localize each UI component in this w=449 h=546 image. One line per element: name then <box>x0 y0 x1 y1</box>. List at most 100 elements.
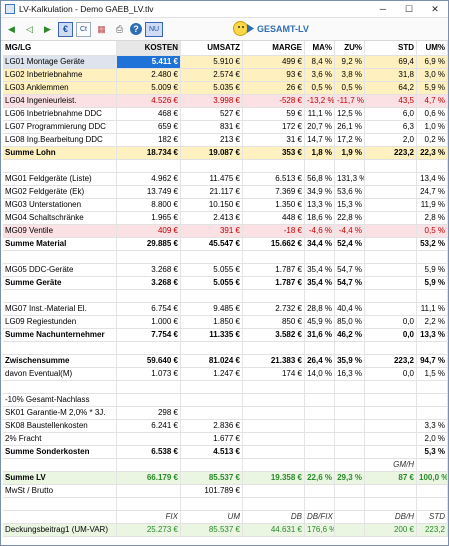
table-cell[interactable]: -18 € <box>243 225 305 237</box>
table-row[interactable] <box>3 160 448 173</box>
table-cell[interactable]: 2.480 € <box>117 69 181 81</box>
table-row[interactable]: FIX UM DB DB/FIX DB/H STD <box>3 511 448 524</box>
row-label[interactable]: LG04 Ingenieurleist. <box>3 95 117 107</box>
table-cell[interactable]: 0,2 % <box>417 134 448 146</box>
table-cell[interactable]: 25.273 € <box>117 524 181 536</box>
table-cell[interactable] <box>365 277 417 289</box>
table-cell[interactable]: 13,3 % <box>417 329 448 341</box>
table-cell[interactable] <box>417 459 448 471</box>
table-cell[interactable]: 29.885 € <box>117 238 181 250</box>
table-row[interactable]: LG08 Ing.Bearbeitung DDC 182 €213 €31 €14… <box>3 134 448 147</box>
table-cell[interactable]: 18.734 € <box>117 147 181 159</box>
table-cell[interactable] <box>335 290 365 302</box>
table-cell[interactable]: 45.547 € <box>181 238 243 250</box>
row-label[interactable]: Summe LV <box>3 472 117 484</box>
table-cell[interactable]: 28,8 % <box>305 303 335 315</box>
table-cell[interactable]: 9,2 % <box>335 56 365 68</box>
table-cell[interactable]: 11,1 % <box>305 108 335 120</box>
table-cell[interactable] <box>305 485 335 497</box>
table-cell[interactable] <box>305 433 335 445</box>
table-cell[interactable] <box>117 290 181 302</box>
table-cell[interactable]: 1.000 € <box>117 316 181 328</box>
euro-icon[interactable]: € <box>58 21 73 37</box>
table-cell[interactable] <box>335 485 365 497</box>
table-cell[interactable] <box>365 498 417 510</box>
table-cell[interactable]: 3.582 € <box>243 329 305 341</box>
table-cell[interactable] <box>335 446 365 458</box>
table-cell[interactable]: 14,7 % <box>305 134 335 146</box>
table-cell[interactable]: 66.179 € <box>117 472 181 484</box>
table-cell[interactable]: 0,0 <box>365 329 417 341</box>
table-cell[interactable]: 182 € <box>117 134 181 146</box>
table-cell[interactable]: 1.965 € <box>117 212 181 224</box>
row-label[interactable]: MG04 Schaltschränke <box>3 212 117 224</box>
table-cell[interactable]: 409 € <box>117 225 181 237</box>
table-row[interactable]: Summe Lohn 18.734 €19.087 €353 €1,8 % 1,9 … <box>3 147 448 160</box>
table-cell[interactable]: DB <box>243 511 305 523</box>
table-cell[interactable] <box>243 251 305 263</box>
table-cell[interactable] <box>335 342 365 354</box>
table-cell[interactable]: 499 € <box>243 56 305 68</box>
table-cell[interactable]: 1.787 € <box>243 264 305 276</box>
table-cell[interactable]: 69,4 <box>365 56 417 68</box>
row-label[interactable]: Zwischensumme <box>3 355 117 367</box>
table-cell[interactable] <box>335 407 365 419</box>
header-cell[interactable]: MARGE <box>243 41 305 55</box>
table-cell[interactable]: 10.150 € <box>181 199 243 211</box>
table-cell[interactable] <box>243 459 305 471</box>
table-cell[interactable] <box>243 160 305 172</box>
table-cell[interactable]: 1,8 % <box>305 147 335 159</box>
table-cell[interactable]: 2,0 % <box>417 433 448 445</box>
table-cell[interactable] <box>365 173 417 185</box>
table-cell[interactable]: 6.754 € <box>117 303 181 315</box>
table-cell[interactable]: 46,2 % <box>335 329 365 341</box>
table-cell[interactable]: 5,9 % <box>417 277 448 289</box>
table-cell[interactable] <box>365 342 417 354</box>
table-cell[interactable]: 1,9 % <box>335 147 365 159</box>
gesamt-lv-label[interactable]: GESAMT-LV <box>257 24 309 34</box>
table-cell[interactable]: 15,3 % <box>335 199 365 211</box>
table-cell[interactable] <box>417 381 448 393</box>
table-cell[interactable] <box>365 394 417 406</box>
table-cell[interactable] <box>417 290 448 302</box>
table-row[interactable]: MG07 Inst.-Material El. 6.754 €9.485 €2.7… <box>3 303 448 316</box>
table-cell[interactable] <box>305 459 335 471</box>
table-cell[interactable]: -4,6 % <box>305 225 335 237</box>
table-cell[interactable]: 6,0 <box>365 108 417 120</box>
table-cell[interactable]: 24,7 % <box>417 186 448 198</box>
table-cell[interactable]: FIX <box>117 511 181 523</box>
table-cell[interactable] <box>305 290 335 302</box>
table-cell[interactable] <box>335 160 365 172</box>
table-cell[interactable]: 0,5 % <box>335 82 365 94</box>
table-cell[interactable]: 4.513 € <box>181 446 243 458</box>
table-cell[interactable]: 1.350 € <box>243 199 305 211</box>
table-cell[interactable]: 468 € <box>117 108 181 120</box>
row-label[interactable]: MG09 Ventile <box>3 225 117 237</box>
table-cell[interactable]: 448 € <box>243 212 305 224</box>
table-cell[interactable]: 31,6 % <box>305 329 335 341</box>
table-cell[interactable]: 176,6 % <box>305 524 335 536</box>
table-cell[interactable] <box>243 342 305 354</box>
row-label[interactable] <box>3 342 117 354</box>
table-cell[interactable]: 85.537 € <box>181 524 243 536</box>
help-icon[interactable]: ? <box>130 23 142 35</box>
table-cell[interactable]: -11,7 % <box>337 95 365 107</box>
header-cell[interactable]: KOSTEN <box>117 41 181 55</box>
row-label[interactable]: Summe Nachunternehmer <box>3 329 117 341</box>
table-cell[interactable] <box>243 381 305 393</box>
table-cell[interactable] <box>117 485 181 497</box>
table-cell[interactable]: 2.413 € <box>181 212 243 224</box>
table-cell[interactable]: 19.358 € <box>243 472 305 484</box>
table-cell[interactable]: 5,3 % <box>417 446 448 458</box>
table-cell[interactable]: 35,9 % <box>335 355 365 367</box>
table-cell[interactable]: 1,5 % <box>417 368 448 380</box>
table-cell[interactable] <box>365 446 417 458</box>
table-cell[interactable]: 5.411 € <box>117 56 181 68</box>
table-row[interactable]: LG07 Programmierung DDC 659 €831 €172 €20… <box>3 121 448 134</box>
table-cell[interactable]: 831 € <box>181 121 243 133</box>
row-label[interactable] <box>3 290 117 302</box>
table-cell[interactable]: 1.677 € <box>181 433 243 445</box>
table-cell[interactable]: 6,9 % <box>417 56 448 68</box>
table-row[interactable]: MG03 Unterstationen 8.800 €10.150 €1.350 … <box>3 199 448 212</box>
table-cell[interactable]: 850 € <box>243 316 305 328</box>
